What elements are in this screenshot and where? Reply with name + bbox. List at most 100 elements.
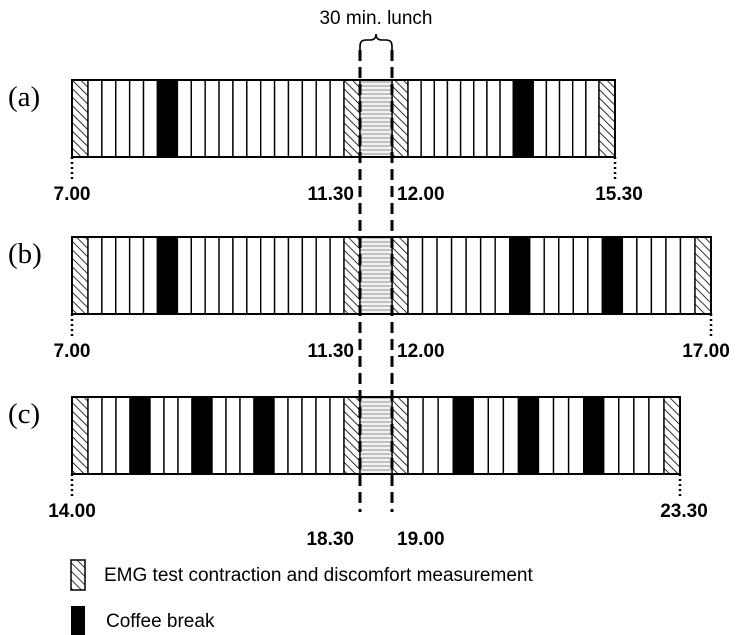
work-slot	[602, 396, 620, 475]
coffee-break-slot	[129, 396, 151, 475]
work-slot	[273, 79, 290, 158]
work-slot	[232, 236, 248, 315]
lunch-start-time-label: 18.30	[306, 529, 354, 550]
work-slot	[149, 396, 165, 475]
coffee-break-slot	[191, 396, 213, 475]
work-slot	[437, 396, 454, 475]
schedule-row: (b) 7.00 11.30 12.00 17.00	[8, 236, 730, 362]
emg-measurement-slot	[343, 236, 361, 315]
coffee-break-slot	[156, 236, 179, 315]
coffee-break-slot	[517, 396, 540, 475]
work-slot	[239, 396, 255, 475]
emg-measurement-slot	[71, 236, 89, 315]
work-slot	[532, 79, 548, 158]
emg-measurement-slot	[663, 396, 681, 475]
work-slot	[558, 236, 574, 315]
work-slot	[486, 79, 501, 158]
work-slot	[329, 236, 345, 315]
work-slot	[502, 396, 520, 475]
lunch-boundary-lines	[358, 50, 394, 512]
work-slot	[433, 79, 449, 158]
work-slot	[176, 236, 192, 315]
work-slot	[204, 236, 220, 315]
work-slot	[163, 396, 179, 475]
lunch-slot	[359, 79, 393, 158]
work-slot	[87, 396, 103, 475]
work-slot	[287, 236, 304, 315]
emg-measurement-slot	[391, 79, 409, 158]
work-slot	[529, 236, 545, 315]
coffee-break-slot	[512, 79, 534, 158]
work-slot	[465, 236, 482, 315]
work-slot	[499, 79, 514, 158]
work-slot	[571, 79, 587, 158]
work-slot	[436, 236, 453, 315]
work-slot	[287, 396, 303, 475]
lunch-slot	[359, 236, 393, 315]
work-slot	[273, 396, 289, 475]
work-slot	[246, 236, 262, 315]
work-slot	[142, 236, 159, 315]
start-time-label: 14.00	[48, 501, 96, 522]
work-slot	[329, 79, 345, 158]
coffee-break-slot	[582, 396, 605, 475]
work-slot	[422, 396, 439, 475]
work-slot	[301, 236, 317, 315]
work-slot	[446, 79, 462, 158]
work-slot	[636, 236, 653, 315]
work-slot	[633, 396, 650, 475]
work-slot	[545, 79, 561, 158]
work-slot	[665, 236, 682, 315]
row-label: (c)	[8, 398, 40, 430]
lunch-start-time-label: 11.30	[308, 341, 355, 362]
work-slot	[115, 396, 131, 475]
work-slot	[87, 79, 103, 158]
work-slot	[115, 236, 131, 315]
work-slot	[211, 396, 227, 475]
work-slot	[421, 236, 438, 315]
emg-measurement-slot	[343, 79, 361, 158]
work-slot	[618, 396, 635, 475]
row-bar-border	[71, 79, 616, 158]
work-slot	[407, 396, 424, 475]
work-slot	[567, 396, 585, 475]
work-slot	[648, 396, 665, 475]
coffee-break-slot	[253, 396, 275, 475]
work-slot	[487, 396, 505, 475]
work-slot	[190, 236, 206, 315]
emg-measurement-slot	[71, 396, 89, 475]
work-slot	[494, 236, 511, 315]
work-slot	[287, 79, 304, 158]
work-slot	[572, 236, 589, 315]
row-label: (b)	[8, 238, 42, 270]
emg-measurement-slot	[391, 396, 409, 475]
row-label: (a)	[8, 81, 40, 113]
coffee-break-slot	[601, 236, 624, 315]
start-time-label: 7.00	[54, 341, 91, 362]
legend-break-swatch	[71, 606, 85, 635]
work-slot	[87, 236, 103, 315]
work-slot	[537, 396, 555, 475]
work-slot	[585, 79, 600, 158]
lunch-duration-label: 30 min. lunch	[319, 8, 432, 29]
schedule-row: (c) 14.00 18.30 19.00 23.30	[8, 396, 708, 550]
work-slot	[558, 79, 574, 158]
work-slot	[459, 79, 475, 158]
coffee-break-slot	[509, 236, 531, 315]
emg-measurement-slot	[694, 236, 712, 315]
row-bar-border	[71, 396, 681, 475]
work-slot	[420, 79, 436, 158]
work-slot	[315, 79, 331, 158]
legend: EMG test contraction and discomfort meas…	[70, 559, 533, 635]
work-slot	[552, 396, 570, 475]
emg-measurement-slot	[343, 396, 361, 475]
work-slot	[260, 236, 276, 315]
work-slot	[587, 236, 604, 315]
emg-measurement-slot	[71, 79, 89, 158]
work-slot	[301, 79, 317, 158]
coffee-break-slot	[452, 396, 474, 475]
lunch-end-time-label: 12.00	[397, 341, 445, 362]
schedule-rows: (a) 7.00 11.30 12.00 15.30 (b) 7.00 11.30 12.00 1…	[8, 79, 730, 550]
work-slot	[543, 236, 560, 315]
